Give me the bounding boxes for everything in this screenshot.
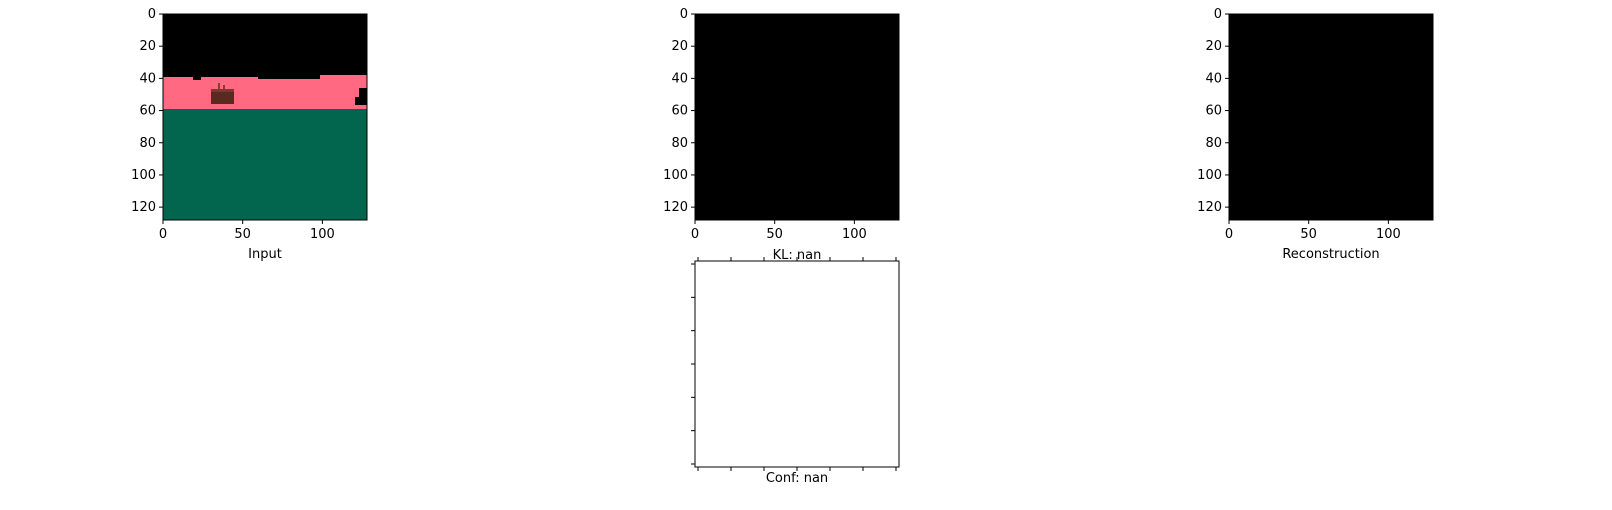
- input-x-tick-label: 0: [159, 227, 167, 242]
- input-object-top: [211, 89, 234, 92]
- kl-y-tick-label: 20: [671, 39, 688, 54]
- input-band-notch-mid: [258, 77, 320, 79]
- conf-y-ticks: [691, 263, 695, 465]
- kl-image: [695, 14, 899, 220]
- input-y-tick-label: 80: [139, 136, 156, 151]
- reconstruction-x-tick-label: 0: [1225, 227, 1233, 242]
- reconstruction-y-tick-label: 120: [1197, 200, 1222, 215]
- conf-xlabel: Conf: nan: [766, 471, 828, 486]
- input-y-tick-label: 20: [139, 39, 156, 54]
- kl-y-tick-label: 60: [671, 104, 688, 119]
- conf-panel: Conf: nan: [691, 257, 900, 486]
- reconstruction-panel: 0 20 40 60 80 100 120 0 50 100 Reconstruction: [1197, 7, 1434, 262]
- input-xlabel: Input: [248, 247, 282, 262]
- reconstruction-xlabel: Reconstruction: [1282, 247, 1379, 262]
- reconstruction-y-tick-label: 100: [1197, 168, 1222, 183]
- kl-x-tick-label: 0: [691, 227, 699, 242]
- reconstruction-image: [1229, 14, 1433, 220]
- input-x-tick-label: 50: [234, 227, 251, 242]
- reconstruction-x-ticks: 0 50 100: [1225, 220, 1401, 242]
- kl-y-tick-label: 80: [671, 136, 688, 151]
- input-panel: 0 20 40 60 80 100 120 0 50 100 Input: [131, 7, 368, 262]
- kl-y-tick-label: 100: [663, 168, 688, 183]
- kl-y-ticks: 0 20 40 60 80 100 120: [663, 7, 695, 215]
- kl-x-tick-label: 50: [766, 227, 783, 242]
- input-object-antenna: [218, 83, 220, 89]
- reconstruction-y-ticks: 0 20 40 60 80 100 120: [1197, 7, 1229, 215]
- input-object-antenna2: [223, 85, 225, 89]
- reconstruction-x-tick-label: 50: [1300, 227, 1317, 242]
- input-y-tick-label: 100: [131, 168, 156, 183]
- reconstruction-frame: [1228, 13, 1434, 221]
- input-right-blob2: [355, 97, 360, 105]
- input-image: [163, 14, 367, 220]
- input-y-tick-label: 0: [148, 7, 156, 22]
- input-region-top: [163, 14, 367, 77]
- kl-x-ticks: 0 50 100: [691, 220, 867, 242]
- reconstruction-y-tick-label: 40: [1205, 71, 1222, 86]
- kl-y-tick-label: 0: [680, 7, 688, 22]
- kl-y-tick-label: 120: [663, 200, 688, 215]
- input-y-tick-label: 60: [139, 104, 156, 119]
- kl-x-tick-label: 100: [842, 227, 867, 242]
- input-band-notch-left: [193, 77, 201, 80]
- input-y-tick-label: 40: [139, 71, 156, 86]
- input-band-notch-right: [320, 75, 367, 77]
- input-x-tick-label: 100: [310, 227, 335, 242]
- kl-y-tick-label: 40: [671, 71, 688, 86]
- conf-x-ticks: [697, 257, 897, 471]
- input-right-blob: [359, 88, 367, 105]
- kl-panel: 0 20 40 60 80 100 120 0 50 100: [663, 7, 900, 242]
- reconstruction-x-tick-label: 100: [1376, 227, 1401, 242]
- kl-xlabel: KL: nan: [773, 248, 822, 263]
- kl-frame: [694, 13, 900, 221]
- input-y-ticks: 0 20 40 60 80 100 120: [131, 7, 163, 215]
- input-object: [211, 89, 234, 104]
- reconstruction-y-tick-label: 20: [1205, 39, 1222, 54]
- reconstruction-y-tick-label: 60: [1205, 104, 1222, 119]
- input-region-bottom: [163, 109, 367, 220]
- input-x-ticks: 0 50 100: [159, 220, 335, 242]
- input-region-band: [163, 77, 367, 109]
- conf-image: [695, 261, 899, 467]
- input-y-tick-label: 120: [131, 200, 156, 215]
- reconstruction-y-tick-label: 80: [1205, 136, 1222, 151]
- input-frame: [162, 13, 368, 221]
- reconstruction-y-tick-label: 0: [1214, 7, 1222, 22]
